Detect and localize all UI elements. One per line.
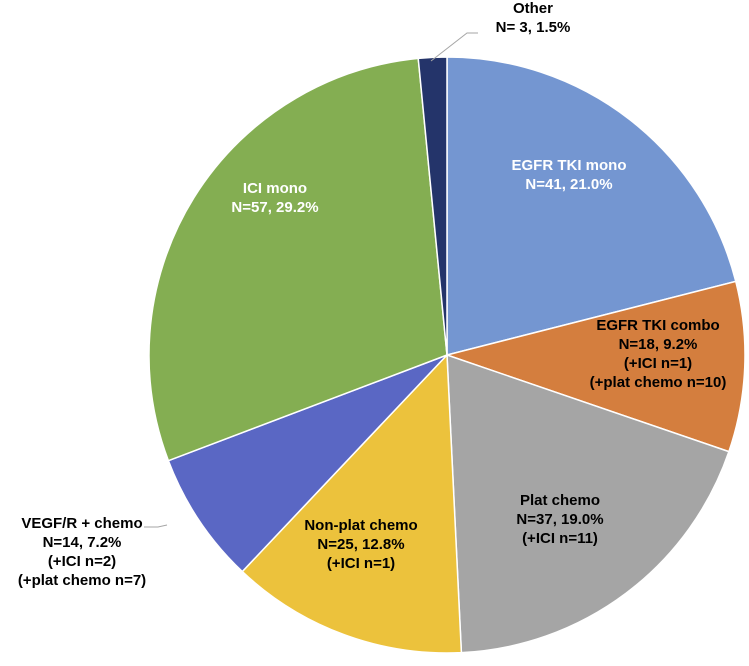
slice-label-line: N=14, 7.2% bbox=[43, 534, 122, 551]
slice-labels: EGFR TKI mono N=41, 21.0% EGFR TKI combo N=… bbox=[18, 0, 727, 589]
slice-label-line: N=57, 29.2% bbox=[231, 199, 318, 216]
slice-label-line: Other bbox=[513, 0, 553, 17]
pie-slice-other bbox=[417, 56, 448, 356]
slice-label: ICI mono N=57, 29.2% bbox=[231, 180, 318, 216]
slice-label: Other N= 3, 1.5% bbox=[496, 0, 571, 36]
slice-label-line: Plat chemo bbox=[520, 492, 600, 509]
slice-label-line: N=41, 21.0% bbox=[525, 176, 612, 193]
slice-label-line: (+plat chemo n=10) bbox=[590, 374, 727, 391]
pie-slice-non-plat-chemo bbox=[241, 353, 463, 654]
slice-label: VEGF/R + chemo N=14, 7.2% (+ICI n=2) (+plat… bbox=[18, 515, 146, 589]
slice-label-line: (+ICI n=11) bbox=[522, 530, 598, 547]
slice-label-line: N=37, 19.0% bbox=[516, 511, 603, 528]
slice-label: Non-plat chemo N=25, 12.8% (+ICI n=1) bbox=[304, 517, 417, 572]
slice-label-line: N=18, 9.2% bbox=[619, 336, 698, 353]
slice-label-line: Non-plat chemo bbox=[304, 517, 417, 534]
slice-label: EGFR TKI mono N=41, 21.0% bbox=[512, 157, 627, 193]
slice-label-line: EGFR TKI mono bbox=[512, 157, 627, 174]
leader-line bbox=[430, 32, 478, 62]
slice-label-line: (+plat chemo n=7) bbox=[18, 572, 146, 589]
pie-slices bbox=[148, 56, 746, 654]
pie-slice-ici-mono bbox=[148, 57, 448, 462]
pie-slice-egfr-tki-mono bbox=[446, 56, 737, 356]
leader-lines bbox=[144, 32, 478, 528]
slice-label-line: VEGF/R + chemo bbox=[21, 515, 142, 532]
pie-slice-plat-chemo bbox=[446, 353, 730, 654]
slice-label-line: (+ICI n=2) bbox=[48, 553, 116, 570]
slice-label-line: N=25, 12.8% bbox=[317, 536, 404, 553]
slice-label: EGFR TKI combo N=18, 9.2% (+ICI n=1) (+plat… bbox=[590, 317, 727, 391]
slice-label: Plat chemo N=37, 19.0% (+ICI n=11) bbox=[516, 492, 603, 547]
pie-slice-vegf-r-chemo bbox=[167, 354, 448, 573]
slice-label-line: ICI mono bbox=[243, 180, 307, 197]
slice-label-line: (+ICI n=1) bbox=[624, 355, 692, 372]
slice-label-line: N= 3, 1.5% bbox=[496, 19, 571, 36]
pie-slice-egfr-tki-combo bbox=[444, 280, 746, 453]
leader-line bbox=[144, 524, 168, 528]
slice-label-line: (+ICI n=1) bbox=[327, 555, 395, 572]
slice-label-line: EGFR TKI combo bbox=[596, 317, 719, 334]
